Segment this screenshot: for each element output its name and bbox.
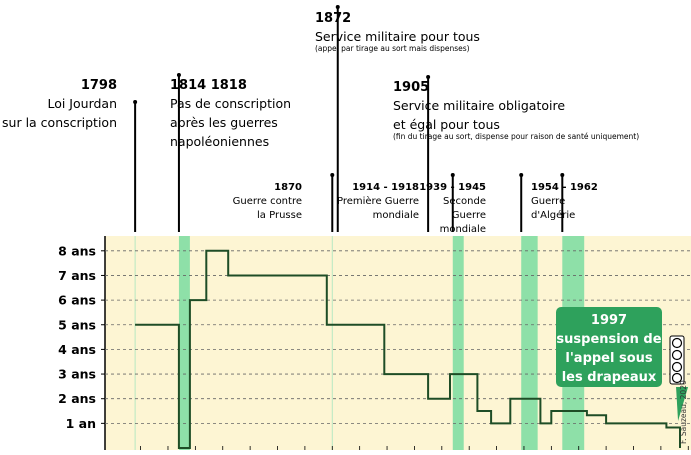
y-tick-label: 8 ans — [58, 243, 96, 258]
event-year-1954: 1954 - 1962 — [531, 182, 598, 193]
callout-text: l'appel sous — [565, 351, 653, 366]
event-year-1939: 1939 - 1945 — [419, 182, 486, 193]
event-year-1872: 1872 — [315, 11, 351, 26]
period-band-1814 — [178, 236, 190, 450]
event-text-1939: Seconde — [443, 196, 486, 207]
y-tick-label: 7 ans — [58, 268, 96, 283]
event-dot-1939 — [519, 173, 524, 177]
credit-text: F. Sauzeau, 2020 — [679, 380, 688, 444]
event-dot-1814 — [176, 73, 181, 77]
event-text-1814: après les guerres — [170, 115, 278, 130]
event-year-1798: 1798 — [81, 78, 117, 93]
callout-pointer — [676, 387, 689, 421]
y-tick-label: 6 ans — [58, 293, 96, 308]
event-text-1954: d'Algérie — [531, 209, 575, 221]
event-dot-1872 — [335, 5, 340, 9]
license-badge-circle — [671, 361, 683, 373]
period-band-1914 — [452, 236, 464, 450]
license-badge-circle — [671, 349, 683, 361]
cc-by-sa-icon — [669, 335, 685, 385]
y-tick-label: 5 ans — [58, 317, 96, 332]
event-dot-1914 — [450, 173, 455, 177]
event-text-1939: mondiale — [440, 224, 486, 235]
y-tick-label: 1 an — [66, 416, 96, 431]
event-dot-1905 — [426, 75, 431, 79]
event-text-1905: Service militaire obligatoire — [393, 98, 565, 113]
event-dot-1870 — [330, 173, 335, 177]
event-text-1914: Première Guerre — [337, 195, 419, 207]
y-tick-label: 2 ans — [58, 391, 96, 406]
event-text-1870: Guerre contre — [233, 196, 302, 207]
event-text-1914: mondiale — [373, 210, 419, 221]
period-band-1939 — [521, 236, 538, 450]
event-text-1954: Guerre — [531, 196, 565, 207]
event-year-1814: 1814 1818 — [170, 78, 247, 93]
callout-text: suspension de — [556, 332, 661, 347]
callout-text: les drapeaux — [562, 370, 657, 385]
event-text-1872: Service militaire pour tous — [315, 29, 480, 44]
event-text-1870: la Prusse — [257, 210, 302, 221]
y-tick-label: 4 ans — [58, 342, 96, 357]
duration-series-line — [135, 249, 681, 449]
event-text-1939: Guerre — [452, 210, 486, 221]
event-text-1814: napoléoniennes — [170, 134, 269, 149]
callout-box — [556, 307, 662, 387]
callout-text: 1997 — [591, 313, 627, 328]
event-dot-1954 — [560, 173, 565, 177]
event-note-1872: (appel par tirage au sort mais dispenses… — [315, 44, 470, 53]
event-text-1798: Loi Jourdan — [47, 96, 117, 111]
y-tick-label: 3 ans — [58, 367, 96, 382]
license-badge-circle — [671, 337, 683, 349]
event-year-1870: 1870 — [274, 182, 302, 193]
event-text-1905: et égal pour tous — [393, 117, 500, 132]
event-note-1905: (fin du tirage au sort, dispense pour ra… — [393, 132, 639, 141]
event-year-1905: 1905 — [393, 80, 429, 95]
event-text-1798: sur la conscription — [2, 115, 117, 130]
license-badge-circle — [671, 372, 683, 384]
event-dot-1798 — [133, 100, 138, 104]
event-year-1914: 1914 - 1918 — [352, 182, 419, 193]
event-text-1814: Pas de conscription — [170, 96, 291, 111]
